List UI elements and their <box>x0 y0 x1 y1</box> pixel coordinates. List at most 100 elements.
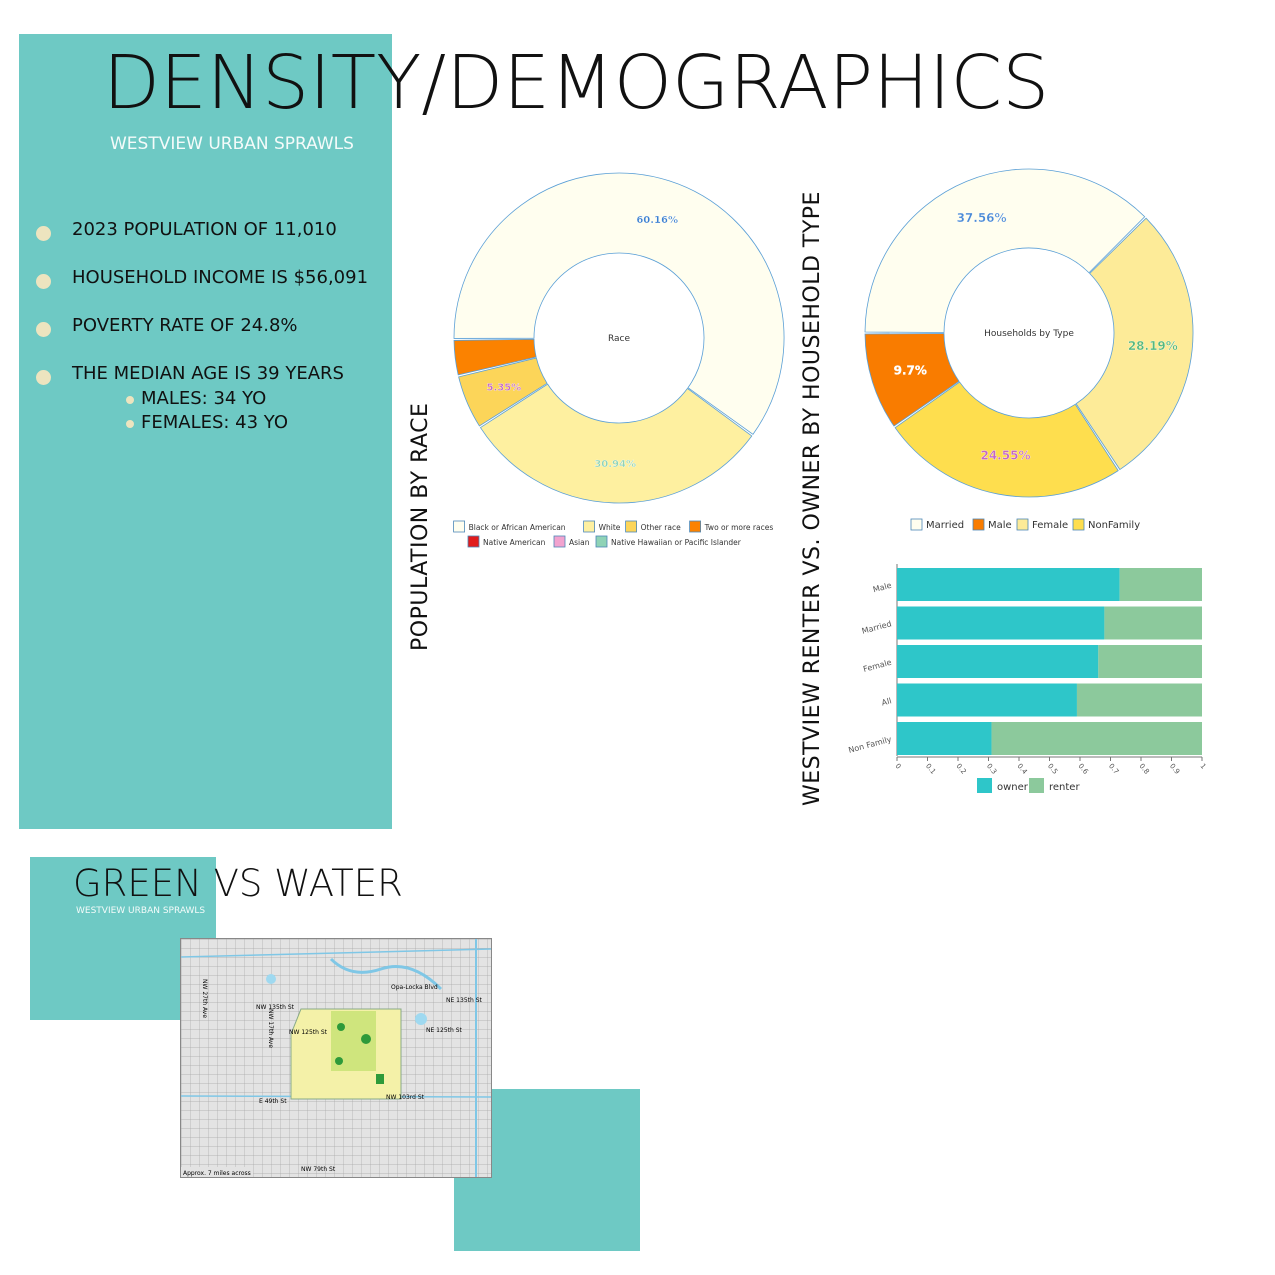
bullet-dot <box>36 370 51 385</box>
slice-label: 9.7% <box>894 363 927 377</box>
x-tick-label: 0.4 <box>1015 762 1029 776</box>
slice-other-race <box>458 357 548 427</box>
legend-swatch <box>910 518 923 531</box>
sub-bullet-dot <box>126 420 134 428</box>
x-tick-label: 0.5 <box>1046 762 1059 776</box>
legend-label: Two or more races <box>704 523 774 532</box>
legend-label: Male <box>988 520 1012 531</box>
slice-label: 24.55% <box>980 448 1030 462</box>
bar-renter-married <box>1104 606 1202 640</box>
slice-nonfamily <box>894 381 1119 498</box>
slice-label: 28.19% <box>1128 339 1178 353</box>
household-vertical-label: WESTVIEW RENTER VS. OWNER BY HOUSEHOLD T… <box>800 191 825 806</box>
legend-label: renter <box>1049 782 1080 793</box>
map-street-label: Opa-Locka Blvd <box>391 984 438 991</box>
bar-owner-male <box>897 568 1120 601</box>
bar-renter-female <box>1098 645 1202 678</box>
x-tick-label: 1 <box>1198 762 1207 771</box>
bar-renter-male <box>1119 568 1202 601</box>
x-tick-label: 0.6 <box>1076 762 1090 776</box>
legend-label: Asian <box>569 538 590 547</box>
page-subtitle: WESTVIEW URBAN SPRAWLS <box>110 134 354 154</box>
stats-list: 2023 POPULATION OF 11,010 HOUSEHOLD INCO… <box>36 219 368 436</box>
legend-swatch <box>595 535 608 548</box>
green-water-subtitle: WESTVIEW URBAN SPRAWLS <box>76 906 206 916</box>
map-caption: Approx. 7 miles across <box>183 1170 251 1177</box>
bar-renter-all <box>1076 683 1202 717</box>
legend-label: White <box>599 523 621 532</box>
bar-owner-non-family <box>897 722 992 755</box>
legend-label: owner <box>997 782 1029 793</box>
map-street-label: NW 79th St <box>301 1166 336 1173</box>
category-label: Married <box>861 619 893 636</box>
x-tick-label: 0 <box>893 762 902 771</box>
legend-label: Black or African American <box>469 523 566 532</box>
legend-label: Other race <box>641 523 681 532</box>
donut-center-title: Race <box>608 334 631 344</box>
x-tick-label: 0.9 <box>1168 762 1181 776</box>
x-tick-label: 0.2 <box>954 762 967 776</box>
slice-male <box>864 333 960 427</box>
map-street-label: NW 103rd St <box>386 1094 425 1101</box>
map-street-label: NW 17th Ave <box>267 1009 274 1048</box>
stat-median-age: THE MEDIAN AGE IS 39 YEARS <box>36 363 344 388</box>
legend-swatch-owner <box>977 778 992 793</box>
category-label: All <box>881 696 893 707</box>
page-title: DENSITY/DEMOGRAPHICS <box>103 40 1050 126</box>
legend-swatch <box>553 535 566 548</box>
map-image: NW 135th St NW 125th St NE 135th St NE 1… <box>180 938 492 1178</box>
legend-swatch <box>453 520 465 533</box>
legend-swatch <box>972 518 985 531</box>
map-street-label: NE 135th St <box>446 997 483 1004</box>
legend-swatch <box>689 520 702 533</box>
map-street-label: NW 135th St <box>256 1004 295 1011</box>
legend-label: Female <box>1032 520 1068 531</box>
category-label: Male <box>872 581 893 595</box>
legend-swatch <box>1072 518 1085 531</box>
legend-label: Native American <box>483 538 546 547</box>
category-label: Female <box>862 658 892 674</box>
slice-female <box>1075 217 1194 471</box>
street-map: NW 135th St NW 125th St NE 135th St NE 1… <box>181 939 491 1177</box>
bar-renter-non-family <box>991 722 1202 755</box>
map-street-label: E 49th St <box>259 1098 287 1105</box>
bar-owner-married <box>897 606 1105 640</box>
map-street-label: NW 27th Ave <box>201 979 208 1018</box>
slice-married <box>864 168 1146 333</box>
x-tick-label: 0.3 <box>985 762 998 776</box>
legend-swatch-renter <box>1029 778 1044 793</box>
map-street-label: NW 125th St <box>289 1029 328 1036</box>
slice-label: 60.16% <box>636 215 678 226</box>
category-label: Non Family <box>847 735 892 755</box>
slice-white <box>479 383 753 504</box>
stat-population: 2023 POPULATION OF 11,010 <box>36 219 337 267</box>
legend-swatch <box>625 520 638 533</box>
legend-label: NonFamily <box>1088 520 1140 531</box>
legend-swatch <box>467 535 480 548</box>
bullet-dot <box>36 226 51 241</box>
stat-poverty: POVERTY RATE OF 24.8% <box>36 315 298 363</box>
header-panel <box>19 34 392 829</box>
legend-label: Married <box>926 520 964 531</box>
slice-black-or-african-american <box>453 172 785 435</box>
slice-two-or-more-races <box>453 338 537 376</box>
x-tick-label: 0.1 <box>924 762 937 776</box>
bar-owner-all <box>897 683 1077 717</box>
slice-label: 37.56% <box>957 211 1007 225</box>
bullet-dot <box>36 322 51 337</box>
legend-label: Native Hawaiian or Pacific Islander <box>611 538 742 547</box>
household-donut-chart: 37.56% 28.19% 24.55% 9.7% Households by Type… <box>864 168 1194 531</box>
bullet-dot <box>36 274 51 289</box>
green-water-title: GREEN VS WATER <box>73 862 403 905</box>
sub-bullet-dot <box>126 396 134 404</box>
stat-income: HOUSEHOLD INCOME IS $56,091 <box>36 267 368 315</box>
legend-swatch <box>583 520 596 533</box>
legend-swatch <box>1016 518 1029 531</box>
x-tick-label: 0.7 <box>1107 762 1120 776</box>
bar-owner-female <box>897 645 1099 678</box>
map-street-label: NE 125th St <box>426 1027 463 1034</box>
slice-label: 30.94% <box>594 459 636 470</box>
donut-center-title: Households by Type <box>984 329 1074 339</box>
race-donut-chart: 60.16% 30.94% 5.35% Race Black or African Am… <box>453 172 785 548</box>
